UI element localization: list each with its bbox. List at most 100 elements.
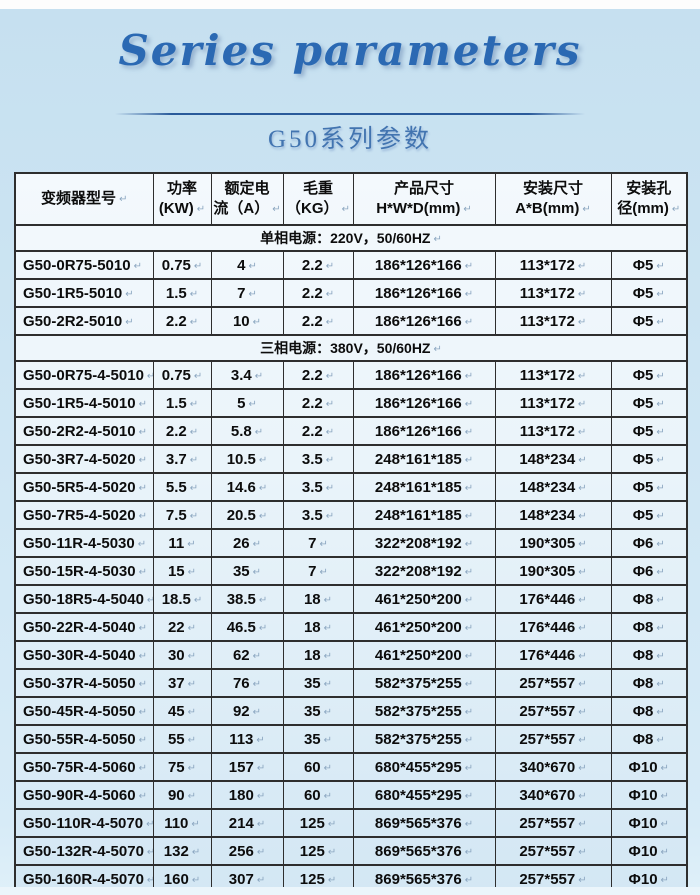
table-cell: 113*172 ↵ bbox=[494, 278, 612, 308]
paragraph-mark-icon: ↵ bbox=[656, 426, 665, 438]
paragraph-mark-icon: ↵ bbox=[256, 874, 266, 886]
table-cell: G50-22R-4-5040 ↵ bbox=[14, 612, 154, 642]
column-header-line: 产品尺寸 bbox=[354, 179, 494, 199]
cell-value: 2.2 bbox=[301, 312, 323, 330]
table-cell: 186*126*166 ↵ bbox=[352, 388, 496, 418]
paragraph-mark-icon: ↵ bbox=[464, 678, 474, 690]
section-title: 三相电源：380V，50/60HZ bbox=[260, 340, 431, 356]
paragraph-mark-icon: ↵ bbox=[319, 538, 328, 550]
paragraph-mark-icon: ↵ bbox=[656, 678, 665, 690]
paragraph-mark-icon: ↵ bbox=[464, 790, 474, 802]
table-row: G50-15R-4-5030 ↵ 15 ↵ 35 ↵ 7 ↵ 322*208*192 ↵ 190*3… bbox=[14, 556, 688, 586]
paragraph-mark-icon: ↵ bbox=[577, 288, 587, 300]
cell-value: 92 bbox=[232, 702, 250, 720]
cell-value: 869*565*376 bbox=[374, 814, 462, 832]
cell-value: 148*234 bbox=[519, 506, 576, 524]
paragraph-mark-icon: ↵ bbox=[464, 846, 474, 858]
table-cell: Φ8 ↵ bbox=[610, 724, 688, 754]
table-cell: 256 ↵ bbox=[210, 836, 284, 866]
table-cell: 75 ↵ bbox=[152, 752, 212, 782]
paragraph-mark-icon: ↵ bbox=[577, 370, 587, 382]
paragraph-mark-icon: ↵ bbox=[325, 426, 335, 438]
paragraph-mark-icon: ↵ bbox=[189, 482, 199, 494]
table-cell: 3.5 ↵ bbox=[282, 500, 354, 530]
paragraph-mark-icon: ↵ bbox=[138, 482, 147, 494]
cell-value: G50-37R-4-5050 bbox=[23, 674, 136, 692]
section-cell: 三相电源：380V，50/60HZ ↵ bbox=[14, 334, 688, 362]
paragraph-mark-icon: ↵ bbox=[578, 706, 587, 718]
table-cell: 248*161*185 ↵ bbox=[352, 444, 496, 474]
cell-value: 257*557 bbox=[519, 870, 576, 888]
table-cell: 132 ↵ bbox=[152, 836, 212, 866]
cell-value: 176*446 bbox=[519, 590, 576, 608]
column-header-label: 径(mm) bbox=[617, 200, 669, 217]
cell-value: Φ5 bbox=[632, 284, 654, 302]
paragraph-mark-icon: ↵ bbox=[258, 454, 268, 466]
page-title: G50系列参数 bbox=[267, 126, 433, 153]
table-cell: Φ8 ↵ bbox=[610, 584, 688, 614]
table-row: G50-2R2-5010 ↵ 2.2 ↵ 10 ↵ 2.2 ↵ 186*126*166 ↵ 113*… bbox=[14, 306, 688, 336]
column-header-line: 径(mm) ↵ bbox=[612, 199, 686, 219]
table-row: G50-45R-4-5050 ↵ 45 ↵ 92 ↵ 35 ↵ 582*375*255 ↵ 257*… bbox=[14, 696, 688, 726]
table-cell: G50-3R7-4-5020 ↵ bbox=[14, 444, 154, 474]
paragraph-mark-icon: ↵ bbox=[146, 819, 152, 830]
table-row: G50-18R5-4-5040↵18.5↵38.5↵18↵461*250*200… bbox=[14, 584, 688, 614]
paragraph-mark-icon: ↵ bbox=[327, 846, 337, 858]
cell-value: 10.5 bbox=[226, 450, 256, 468]
paragraph-mark-icon: ↵ bbox=[191, 846, 201, 858]
paragraph-mark-icon: ↵ bbox=[138, 650, 147, 662]
table-cell: 257*557 ↵ bbox=[494, 696, 612, 726]
column-header-line: 额定电 bbox=[212, 179, 282, 199]
table-cell: Φ5 ↵ bbox=[610, 250, 688, 280]
paragraph-mark-icon: ↵ bbox=[464, 874, 474, 886]
table-cell: 2.2 ↵ bbox=[282, 306, 354, 336]
cell-value: Φ5 bbox=[632, 366, 654, 384]
table-cell: 176*446 ↵ bbox=[494, 584, 612, 614]
table-cell: Φ5 ↵ bbox=[610, 472, 688, 502]
cell-value: 257*557 bbox=[519, 730, 576, 748]
cell-value: 18 bbox=[303, 618, 321, 636]
table-cell: G50-15R-4-5030 ↵ bbox=[14, 556, 154, 586]
cell-value: 190*305 bbox=[519, 534, 576, 552]
cell-value: 257*557 bbox=[519, 814, 576, 832]
paragraph-mark-icon: ↵ bbox=[464, 260, 474, 272]
cell-value: 3.4 bbox=[230, 366, 252, 384]
table-row: G50-0R75-4-5010↵0.75↵3.4↵2.2↵186*126*166… bbox=[14, 360, 688, 390]
table-cell: 322*208*192 ↵ bbox=[352, 556, 496, 586]
paragraph-mark-icon: ↵ bbox=[252, 538, 262, 550]
table-cell: G50-11R-4-5030 ↵ bbox=[14, 528, 154, 558]
cell-value: G50-3R7-4-5020 bbox=[23, 450, 136, 468]
table-cell: 35 ↵ bbox=[282, 724, 354, 754]
cell-value: 186*126*166 bbox=[374, 284, 462, 302]
table-cell: 148*234 ↵ bbox=[494, 500, 612, 530]
table-cell: 248*161*185 ↵ bbox=[352, 472, 496, 502]
table-cell: Φ8 ↵ bbox=[610, 612, 688, 642]
paragraph-mark-icon: ↵ bbox=[578, 566, 587, 578]
cell-value: 90 bbox=[167, 786, 185, 804]
cell-value: 113*172 bbox=[519, 394, 575, 412]
paragraph-mark-icon: ↵ bbox=[578, 734, 587, 746]
paragraph-mark-icon: ↵ bbox=[656, 650, 665, 662]
paragraph-mark-icon: ↵ bbox=[433, 344, 442, 355]
paragraph-mark-icon: ↵ bbox=[464, 706, 474, 718]
table-cell: 186*126*166 ↵ bbox=[352, 306, 496, 336]
paragraph-mark-icon: ↵ bbox=[323, 594, 333, 606]
paragraph-mark-icon: ↵ bbox=[258, 482, 268, 494]
column-header-line: 流（A） ↵ bbox=[212, 199, 282, 219]
cell-value: 113 bbox=[229, 730, 254, 748]
table-cell: 582*375*255 ↵ bbox=[352, 668, 496, 698]
cell-value: 157 bbox=[228, 758, 254, 776]
header-row: 变频器型号 ↵ 功率 (KW) ↵ 额定电 流（A） ↵ 毛重 （KG） ↵ 产品尺寸 H*W*D(mm… bbox=[14, 172, 688, 226]
table-cell: 680*455*295 ↵ bbox=[352, 780, 496, 810]
paragraph-mark-icon: ↵ bbox=[187, 538, 196, 550]
table-cell: 157 ↵ bbox=[210, 752, 284, 782]
table-row: G50-75R-4-5060 ↵ 75 ↵ 157 ↵ 60 ↵ 680*455*295 ↵ 340… bbox=[14, 752, 688, 782]
column-header-label: 功率 bbox=[166, 179, 197, 197]
paragraph-mark-icon: ↵ bbox=[133, 260, 142, 272]
table-cell: 18 ↵ bbox=[282, 640, 354, 670]
paragraph-mark-icon: ↵ bbox=[660, 818, 669, 830]
cell-value: 680*455*295 bbox=[374, 758, 462, 776]
paragraph-mark-icon: ↵ bbox=[252, 706, 262, 718]
divider-line bbox=[115, 113, 585, 115]
table-cell: 7 ↵ bbox=[282, 528, 354, 558]
